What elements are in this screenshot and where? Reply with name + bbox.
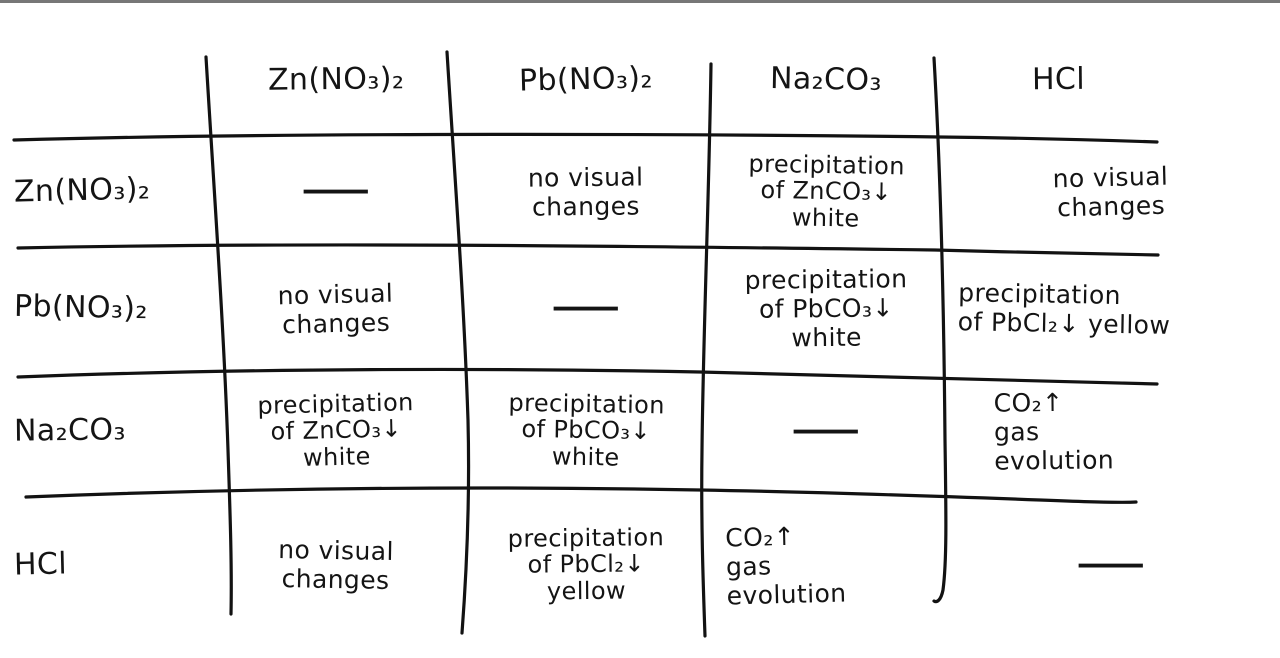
row-header-pb-nitrate: Pb(NO₃)₂ xyxy=(0,245,210,372)
col-header-zn-nitrate-label: Zn(NO₃)₂ xyxy=(267,60,405,98)
row-header-zn-nitrate-label: Zn(NO₃)₂ xyxy=(13,171,151,210)
cell-zn-hcl-text: no visual changes xyxy=(1052,161,1169,222)
col-header-hcl: HCl xyxy=(942,0,1280,138)
col-header-pb-nitrate-label: Pb(NO₃)₂ xyxy=(518,59,654,99)
cell-pb-na2co3: precipitation of PbCO₃↓ white xyxy=(710,245,942,372)
cell-pb-hcl-text: precipitation of PbCl₂↓ yellow xyxy=(957,277,1171,340)
cell-hcl-zn-text: no visual changes xyxy=(278,534,395,595)
col-header-na-carbonate: Na₂CO₃ xyxy=(710,0,942,138)
cell-hcl-hcl: — xyxy=(942,490,1280,640)
row-header-hcl-label: HCl xyxy=(13,545,68,583)
row-header-pb-nitrate-label: Pb(NO₃)₂ xyxy=(13,288,149,327)
cell-pb-pb: — xyxy=(462,245,710,372)
row-header-zn-nitrate: Zn(NO₃)₂ xyxy=(0,138,210,245)
cell-zn-na2co3: precipitation of ZnCO₃↓ white xyxy=(710,138,942,245)
row-header-na-carbonate-label: Na₂CO₃ xyxy=(13,412,127,449)
cell-na2co3-zn: precipitation of ZnCO₃↓ white xyxy=(210,372,462,490)
cell-hcl-zn: no visual changes xyxy=(210,490,462,640)
cell-zn-pb-text: no visual changes xyxy=(527,161,644,222)
cell-hcl-pb-text: precipitation of PbCl₂↓ yellow xyxy=(507,523,665,606)
cell-zn-zn-text: — xyxy=(299,173,373,209)
cell-hcl-na2co3-text: CO₂↑ gas evolution xyxy=(724,521,847,610)
cell-na2co3-na2co3-text: — xyxy=(789,412,863,448)
cell-hcl-pb: precipitation of PbCl₂↓ yellow xyxy=(462,490,710,640)
cell-pb-pb-text: — xyxy=(549,290,623,326)
col-header-hcl-label: HCl xyxy=(1032,61,1086,97)
col-header-zn-nitrate: Zn(NO₃)₂ xyxy=(210,0,462,138)
cell-zn-pb: no visual changes xyxy=(462,138,710,245)
table-corner-cell xyxy=(0,0,210,138)
col-header-na-carbonate-label: Na₂CO₃ xyxy=(769,60,883,98)
reaction-table: Zn(NO₃)₂ Pb(NO₃)₂ Na₂CO₃ HCl Zn(NO₃)₂ — … xyxy=(0,0,1280,640)
cell-hcl-hcl-text: — xyxy=(1074,546,1148,582)
page-top-edge-line xyxy=(0,0,1280,3)
col-header-pb-nitrate: Pb(NO₃)₂ xyxy=(462,0,710,138)
cell-zn-hcl: no visual changes xyxy=(942,138,1280,245)
cell-pb-zn-text: no visual changes xyxy=(277,278,394,339)
cell-zn-na2co3-text: precipitation of ZnCO₃↓ white xyxy=(748,149,905,233)
cell-na2co3-na2co3: — xyxy=(710,372,942,490)
cell-na2co3-zn-text: precipitation of ZnCO₃↓ white xyxy=(256,388,414,473)
cell-pb-zn: no visual changes xyxy=(210,245,462,372)
cell-na2co3-hcl-text: CO₂↑ gas evolution xyxy=(993,387,1115,476)
cell-hcl-na2co3: CO₂↑ gas evolution xyxy=(710,490,942,640)
row-header-na-carbonate: Na₂CO₃ xyxy=(0,372,210,490)
cell-na2co3-pb-text: precipitation of PbCO₃↓ white xyxy=(508,389,665,472)
cell-na2co3-pb: precipitation of PbCO₃↓ white xyxy=(462,372,710,490)
cell-pb-na2co3-text: precipitation of PbCO₃↓ white xyxy=(744,264,908,353)
row-header-hcl: HCl xyxy=(0,490,210,640)
cell-pb-hcl: precipitation of PbCl₂↓ yellow xyxy=(942,245,1280,372)
cell-na2co3-hcl: CO₂↑ gas evolution xyxy=(942,372,1280,490)
cell-zn-zn: — xyxy=(210,138,462,245)
